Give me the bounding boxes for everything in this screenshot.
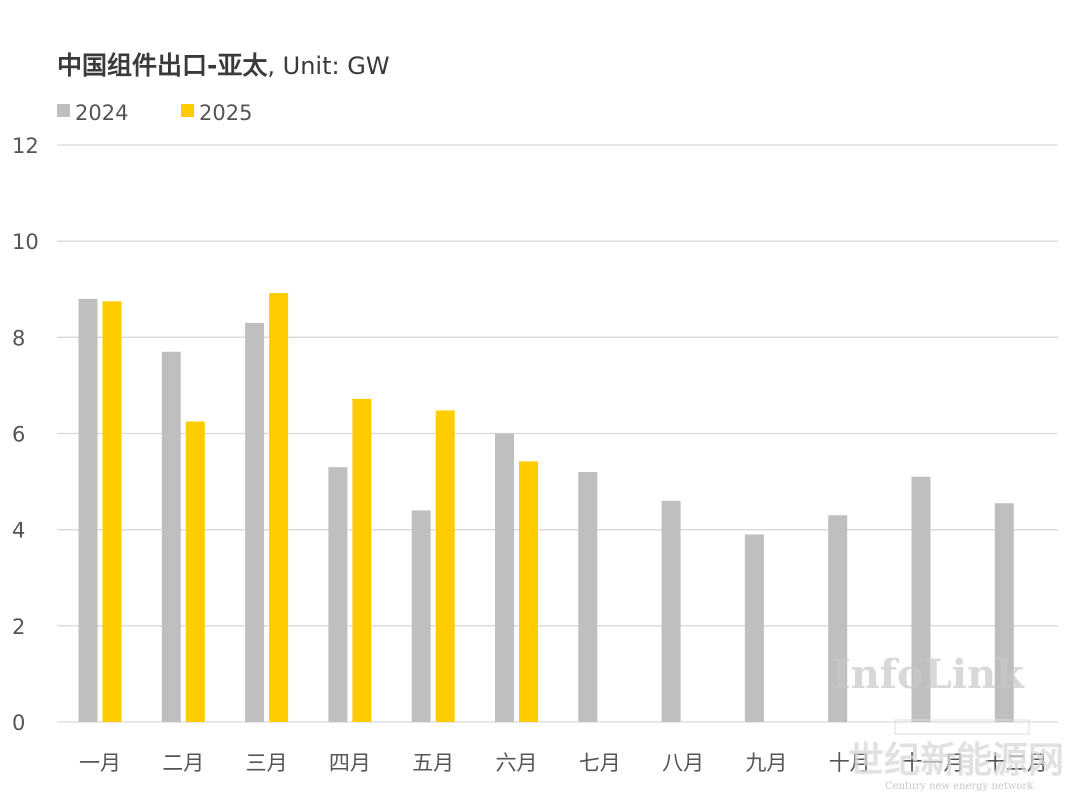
bar-2025-3 [269,293,289,722]
x-tick-label: 二月 [162,751,204,775]
bar-2024-6 [495,433,514,722]
bar-2025-4 [352,398,372,722]
x-tick-label: 十二月 [985,751,1048,775]
y-tick-label: 6 [12,423,25,447]
bar-2024-10 [828,515,848,722]
legend-label-2025: 2025 [199,101,252,125]
bar-2024-1 [78,298,98,722]
y-tick-label: 12 [12,134,39,158]
chart-title-unit: , Unit: GW [267,52,389,80]
x-tick-label: 十一月 [902,751,965,775]
watermark-en-site: Century new energy network [885,781,1034,792]
bar-2025-6 [519,461,538,722]
watermark-banner-box [894,719,1030,735]
bar-2025-5 [435,410,455,722]
watermark-infolink: InfoLink [832,651,1025,698]
bar-2024-8 [661,500,681,722]
legend-swatch-2025 [181,104,194,117]
y-tick-label: 8 [12,326,25,350]
y-tick-label: 10 [12,230,39,254]
x-tick-label: 三月 [246,751,288,775]
bar-2025-2 [185,421,205,722]
x-tick-label: 十月 [829,751,871,775]
bar-2024-9 [744,534,764,722]
x-tick-label: 七月 [579,751,621,775]
x-tick-label: 六月 [496,751,538,775]
bar-2024-12 [994,503,1014,722]
chart-bars [78,293,1014,722]
y-tick-label: 4 [12,519,25,543]
chart-title-main: 中国组件出口-亚太 [57,51,268,80]
bar-2024-7 [578,471,598,722]
watermark-cn-site: 世纪新能源网 [848,740,1064,781]
legend-swatch-2024 [57,104,70,117]
x-tick-label: 八月 [662,751,704,775]
x-tick-label: 五月 [412,751,454,775]
x-tick-label: 四月 [329,751,371,775]
y-tick-label: 2 [12,615,25,639]
bar-2024-11 [911,476,931,722]
chart-legend: 2024 2025 [57,101,252,125]
bar-2024-2 [161,351,181,722]
chart-title: 中国组件出口-亚太, Unit: GW [57,51,390,80]
chart-grid [57,144,1058,723]
bar-2024-3 [245,322,265,722]
bar-2025-1 [102,301,122,722]
bar-2024-5 [411,510,431,722]
bar-2024-4 [328,467,348,722]
x-axis-ticks: 一月 二月 三月 四月 五月 六月 七月 八月 九月 十月 十一月 十二月 [79,751,1048,775]
legend-label-2024: 2024 [75,101,128,125]
x-tick-label: 九月 [745,751,787,775]
y-tick-label: 0 [12,711,25,735]
y-axis-ticks: 0 2 4 6 8 10 12 [12,134,39,735]
x-tick-label: 一月 [79,751,121,775]
